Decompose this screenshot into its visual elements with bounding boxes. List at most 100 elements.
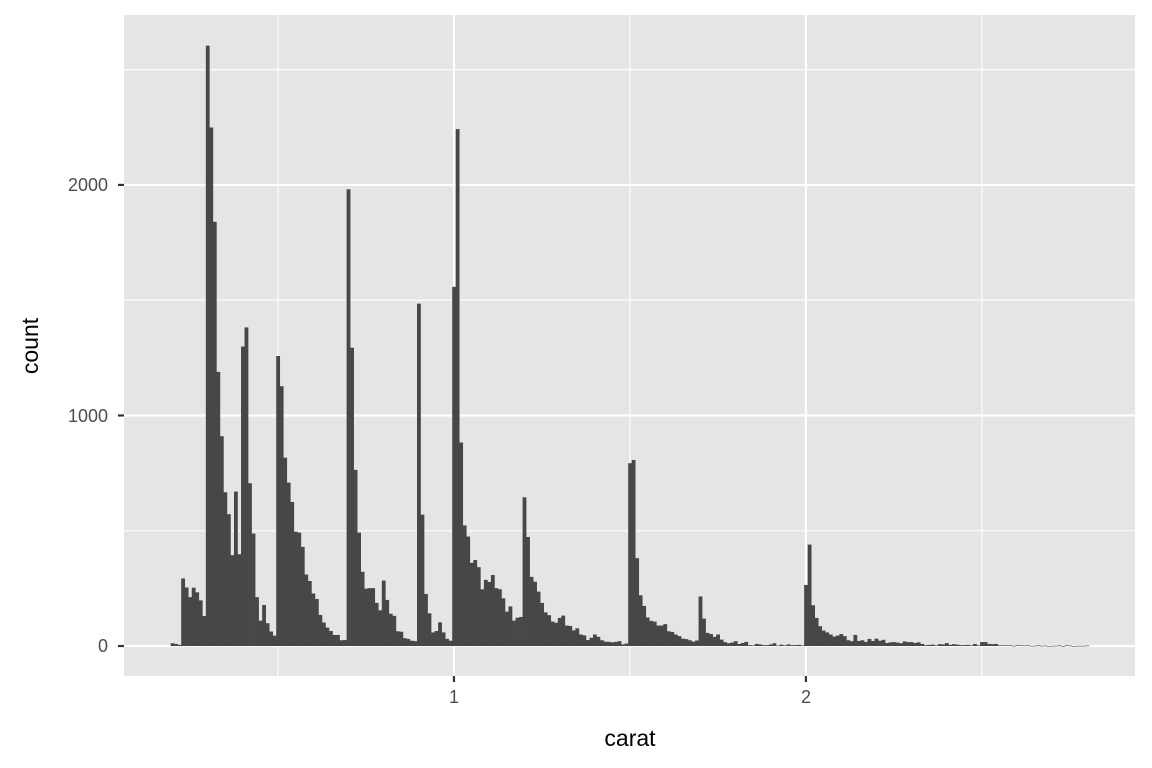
histogram-bar [987,643,991,647]
histogram-bar [1036,645,1041,647]
histogram-bar [448,640,453,647]
histogram-bar [455,129,460,647]
histogram-bar [768,644,773,647]
histogram-bar [663,624,668,647]
histogram-bar [761,645,766,647]
histogram-bar [607,641,611,647]
histogram-bar [329,631,333,647]
histogram-bar [980,642,984,647]
histogram-bar [684,639,689,647]
histogram-bar [177,644,182,647]
histogram-bar [888,642,893,647]
histogram-bar [388,613,393,647]
histogram-bar [367,588,372,647]
histogram-bar [818,626,823,647]
histogram-bar [325,627,330,647]
y-tick-label-2000: 2000 [68,175,108,195]
y-axis: 0 1000 2000 [68,175,108,656]
histogram-bar [445,638,449,647]
histogram-bar [480,589,485,647]
histogram-bar [747,645,752,647]
histogram-bar [568,625,573,647]
histogram-bar [409,640,414,647]
histogram-bar [554,622,559,647]
histogram-bar [821,630,826,647]
histogram-bar [578,634,583,647]
histogram-bar [357,532,361,647]
histogram-bar [336,634,340,647]
histogram-bar [702,618,706,647]
histogram-bar [241,346,245,647]
histogram-bar [800,645,805,647]
histogram-bar [314,598,319,647]
histogram-bar [631,459,636,647]
histogram-bar [300,546,305,647]
histogram-bar [1011,645,1016,647]
histogram-bar [533,581,537,647]
histogram-bar [825,632,830,647]
histogram-bar [195,592,200,647]
histogram-bar [934,645,939,647]
histogram-bar [969,645,974,647]
histogram-bar [392,615,397,647]
histogram-bar [318,614,323,647]
histogram-bar [1061,646,1065,647]
histogram-bar [642,605,647,647]
histogram-bar [483,579,488,647]
histogram-bar [899,643,904,647]
histogram-bar [473,560,478,647]
y-axis-title: count [17,317,43,374]
histogram-bar [783,645,787,647]
histogram-bar [1064,645,1069,647]
histogram-bar [255,597,259,647]
histogram-bar [272,635,277,647]
histogram-bar [976,645,981,647]
histogram-bar [892,642,896,647]
histogram-bar [490,575,495,647]
histogram-bar [452,286,457,647]
histogram-bar [786,644,791,647]
histogram-bars [170,45,1090,647]
histogram-bar [402,638,407,647]
histogram-bar [202,616,207,647]
histogram-bar [955,644,960,647]
histogram-bar [350,347,354,647]
histogram-bar [1047,646,1051,647]
histogram-bar [1054,645,1058,647]
histogram-bar [219,436,224,647]
histogram-bar [522,497,527,647]
histogram-bar [286,482,291,647]
histogram-bar [680,638,685,647]
histogram-bar [1082,645,1087,647]
histogram-bar [856,640,861,647]
histogram-bar [251,533,256,647]
histogram-bar [497,589,502,647]
histogram-bar [1032,645,1037,647]
histogram-bar [417,303,421,647]
histogram-bar [600,640,604,647]
histogram-bar [515,617,520,647]
histogram-bar [628,463,632,647]
histogram-bar [269,631,274,647]
histogram-bar [353,469,358,647]
histogram-bar [807,544,812,647]
histogram-bar [170,643,175,647]
histogram-bar [719,639,724,647]
histogram-bar [712,636,717,647]
histogram-bar [790,645,794,647]
histogram-bar [614,641,618,647]
histogram-bar [1004,645,1009,647]
histogram-bar [874,638,879,647]
histogram-bar [920,643,925,647]
histogram-bar [797,644,801,647]
histogram-bar [427,613,432,647]
histogram-bar [751,645,756,647]
histogram-bar [582,635,587,647]
histogram-bar [459,442,464,647]
histogram-bar [188,597,193,647]
histogram-bar [1025,645,1030,647]
histogram-bar [321,622,326,647]
histogram-bar [519,616,523,647]
histogram-bar [1015,645,1020,647]
